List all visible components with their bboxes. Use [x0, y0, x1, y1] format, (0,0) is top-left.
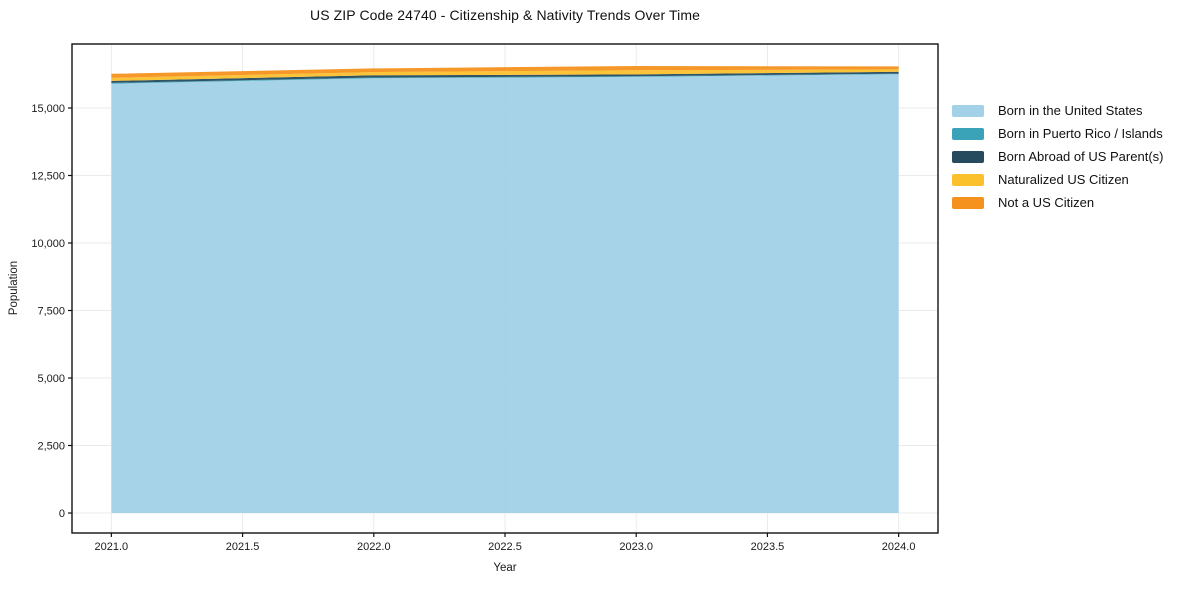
area-series-0 — [111, 74, 899, 513]
x-tick-label: 2021.5 — [226, 541, 260, 553]
legend-label: Born Abroad of US Parent(s) — [998, 149, 1164, 164]
x-tick-label: 2023.0 — [619, 541, 653, 553]
y-tick-label: 15,000 — [31, 103, 65, 115]
legend-swatch-naturalized — [952, 173, 984, 186]
legend-swatch-not-citizen — [952, 196, 984, 209]
y-tick-label: 0 — [59, 508, 65, 520]
legend-item: Naturalized US Citizen — [952, 168, 1163, 191]
chart-title: US ZIP Code 24740 - Citizenship & Nativi… — [309, 7, 701, 23]
legend-swatch-born-abroad — [952, 150, 984, 163]
y-tick-label: 2,500 — [37, 441, 65, 453]
legend-label: Naturalized US Citizen — [998, 172, 1129, 187]
x-tick-label: 2024.0 — [882, 541, 916, 553]
legend-label: Born in the United States — [998, 103, 1143, 118]
x-tick-label: 2022.0 — [357, 541, 391, 553]
legend-item: Born Abroad of US Parent(s) — [952, 145, 1163, 168]
legend-label: Not a US Citizen — [998, 195, 1095, 210]
y-axis-title: Population — [8, 260, 20, 316]
y-tick-label: 10,000 — [31, 238, 65, 250]
legend-item: Born in Puerto Rico / Islands — [952, 122, 1163, 145]
y-tick-label: 5,000 — [37, 373, 65, 385]
x-tick-label: 2021.0 — [95, 541, 129, 553]
area-series-1 — [111, 73, 899, 84]
x-axis-title: Year — [493, 562, 517, 574]
area-series-2 — [111, 71, 899, 83]
area-series-3 — [111, 69, 899, 81]
x-tick-label: 2022.5 — [488, 541, 522, 553]
legend-item: Born in the United States — [952, 99, 1163, 122]
y-tick-label: 12,500 — [31, 170, 65, 182]
legend-label: Born in Puerto Rico / Islands — [998, 126, 1163, 141]
legend-item: Not a US Citizen — [952, 191, 1163, 214]
x-tick-label: 2023.5 — [751, 541, 785, 553]
area-series-4 — [111, 66, 899, 78]
stacked-areas — [111, 66, 899, 513]
legend-swatch-puerto-rico — [952, 127, 984, 140]
legend-swatch-born-us — [952, 104, 984, 117]
axis-ticks-and-labels: 2021.0 2021.5 2022.0 2022.5 2023.0 2023.5 2024… — [31, 103, 915, 553]
y-tick-label: 7,500 — [37, 306, 65, 318]
legend: Born in the United States Born in Puerto… — [952, 99, 1163, 214]
